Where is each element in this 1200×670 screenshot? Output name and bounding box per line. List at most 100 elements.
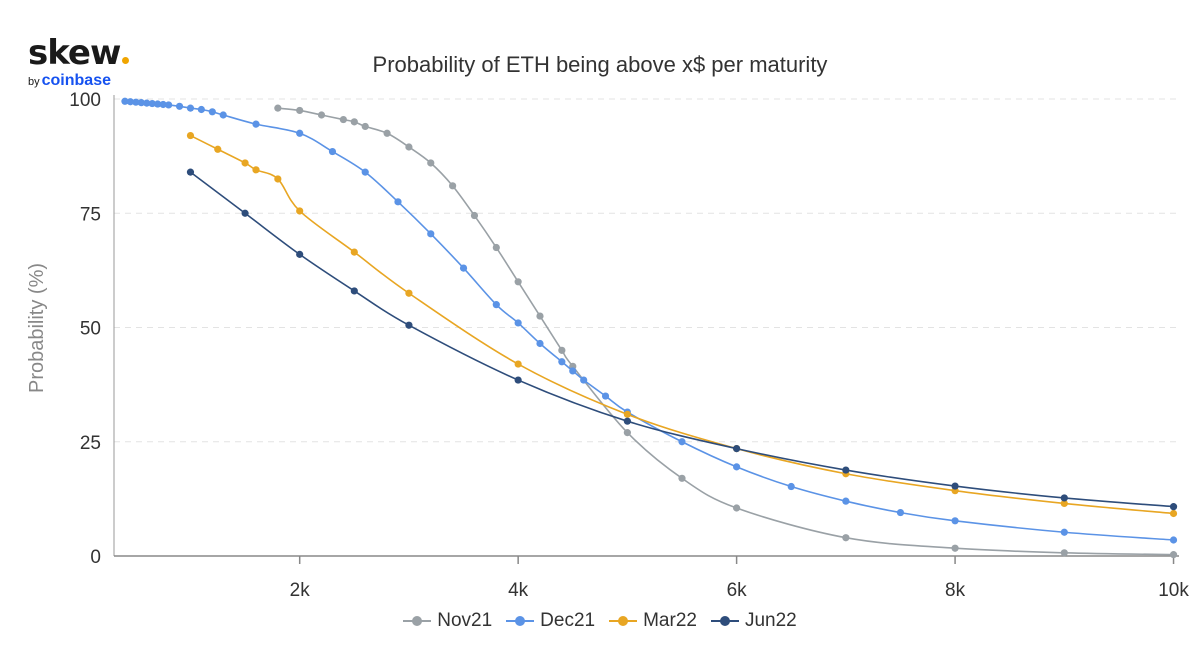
point-jun22-7000[interactable] <box>842 466 850 474</box>
point-dec21-3800[interactable] <box>492 301 500 309</box>
point-dec21-2600[interactable] <box>361 168 369 176</box>
logo-word: skew <box>28 36 138 70</box>
point-dec21-1000[interactable] <box>186 104 195 112</box>
point-nov21-2000[interactable] <box>296 106 304 115</box>
point-dec21-6500[interactable] <box>787 482 795 491</box>
point-nov21-2800[interactable] <box>383 129 391 137</box>
point-nov21-1800[interactable] <box>274 104 282 112</box>
point-jun22-3000[interactable] <box>405 321 413 329</box>
point-jun22-5000[interactable] <box>623 417 631 425</box>
legend-label-nov21: Nov21 <box>437 610 493 631</box>
point-dec21-4800[interactable] <box>601 392 610 400</box>
point-jun22-10000[interactable] <box>1169 503 1178 511</box>
point-nov21-9000[interactable] <box>1060 549 1068 557</box>
point-nov21-8000[interactable] <box>951 544 959 552</box>
point-dec21-9000[interactable] <box>1060 528 1068 536</box>
point-nov21-6000[interactable] <box>733 504 741 512</box>
point-mar22-3000[interactable] <box>405 289 413 297</box>
point-dec21-8000[interactable] <box>951 517 959 525</box>
point-dec21-4400[interactable] <box>558 358 566 366</box>
point-nov21-2600[interactable] <box>361 122 369 131</box>
point-nov21-3000[interactable] <box>405 143 413 151</box>
point-mar22-1500[interactable] <box>241 159 249 167</box>
point-dec21-4200[interactable] <box>536 339 544 348</box>
point-jun22-2500[interactable] <box>350 287 358 295</box>
point-mar22-1250[interactable] <box>214 145 222 153</box>
legend-swatch-jun22 <box>710 614 739 628</box>
point-dec21-650[interactable] <box>148 99 156 108</box>
point-dec21-2000[interactable] <box>296 129 304 137</box>
point-dec21-3200[interactable] <box>427 230 435 238</box>
legend-label-jun22: Jun22 <box>744 610 797 631</box>
point-jun22-8000[interactable] <box>951 482 959 490</box>
point-mar22-10000[interactable] <box>1169 509 1178 518</box>
point-dec21-4500[interactable] <box>569 367 577 375</box>
point-mar22-5000[interactable] <box>623 410 631 418</box>
x-tick-label-6000: 6k <box>727 580 748 601</box>
point-mar22-2000[interactable] <box>296 207 304 215</box>
point-nov21-7000[interactable] <box>842 534 850 542</box>
point-nov21-2400[interactable] <box>339 115 347 124</box>
point-dec21-7000[interactable] <box>842 497 850 505</box>
point-nov21-4200[interactable] <box>536 312 544 320</box>
point-nov21-3600[interactable] <box>470 211 479 220</box>
point-jun22-6000[interactable] <box>733 445 741 453</box>
legend-item-mar22[interactable]: Mar22 <box>609 610 697 632</box>
point-nov21-3400[interactable] <box>449 182 457 190</box>
point-jun22-2000[interactable] <box>296 250 304 258</box>
point-dec21-1600[interactable] <box>252 120 260 128</box>
point-dec21-600[interactable] <box>143 99 151 107</box>
point-nov21-5000[interactable] <box>623 429 631 437</box>
point-dec21-900[interactable] <box>175 102 184 110</box>
point-dec21-750[interactable] <box>159 100 167 109</box>
point-nov21-2200[interactable] <box>317 111 326 119</box>
point-dec21-400[interactable] <box>121 97 129 105</box>
point-nov21-4400[interactable] <box>558 346 566 354</box>
point-mar22-9000[interactable] <box>1060 499 1068 508</box>
point-dec21-3500[interactable] <box>459 264 468 272</box>
point-nov21-5500[interactable] <box>678 474 686 482</box>
point-dec21-700[interactable] <box>154 100 162 108</box>
point-mar22-1800[interactable] <box>274 175 282 183</box>
point-mar22-1600[interactable] <box>252 166 260 174</box>
point-mar22-4000[interactable] <box>514 360 522 368</box>
point-nov21-10000[interactable] <box>1169 551 1178 559</box>
legend: Nov21 Dec21 Mar22 Jun22 <box>0 610 1200 632</box>
point-dec21-450[interactable] <box>126 98 134 106</box>
point-dec21-550[interactable] <box>137 99 145 107</box>
point-nov21-4000[interactable] <box>514 278 522 286</box>
point-nov21-2500[interactable] <box>350 118 358 126</box>
point-dec21-5500[interactable] <box>678 438 686 446</box>
point-dec21-800[interactable] <box>165 101 173 109</box>
point-nov21-3200[interactable] <box>427 159 435 167</box>
point-jun22-1500[interactable] <box>241 209 249 217</box>
point-dec21-2300[interactable] <box>328 147 337 156</box>
point-dec21-1200[interactable] <box>208 108 216 116</box>
legend-label-mar22: Mar22 <box>643 610 697 631</box>
legend-item-nov21[interactable]: Nov21 <box>403 610 492 632</box>
point-dec21-4000[interactable] <box>514 319 522 327</box>
point-mar22-2500[interactable] <box>350 248 358 256</box>
legend-item-jun22[interactable]: Jun22 <box>710 610 797 632</box>
point-dec21-7500[interactable] <box>896 508 905 517</box>
point-dec21-1100[interactable] <box>197 105 205 114</box>
point-nov21-3800[interactable] <box>492 243 500 252</box>
series-nov21 <box>274 104 1178 559</box>
point-dec21-10000[interactable] <box>1169 536 1178 544</box>
point-dec21-4600[interactable] <box>580 376 588 384</box>
point-dec21-1300[interactable] <box>219 111 227 119</box>
logo-brand: coinbase <box>41 72 111 89</box>
y-tick-label-100: 100 <box>69 90 101 111</box>
x-tick-label-8000: 8k <box>945 580 966 601</box>
legend-item-dec21[interactable]: Dec21 <box>506 610 595 632</box>
point-jun22-9000[interactable] <box>1060 494 1068 502</box>
point-mar22-1000[interactable] <box>186 131 195 140</box>
axes: 0 25 50 75 100 2k 4k 6k 8k 10k <box>69 90 1189 601</box>
point-dec21-6000[interactable] <box>733 463 741 471</box>
point-dec21-2900[interactable] <box>394 198 402 206</box>
point-jun22-4000[interactable] <box>514 376 522 384</box>
point-jun22-1000[interactable] <box>186 168 195 176</box>
logo-word-text: skew <box>28 33 121 73</box>
chart-title: Probability of ETH being above x$ per ma… <box>372 52 828 77</box>
point-dec21-500[interactable] <box>132 98 140 106</box>
